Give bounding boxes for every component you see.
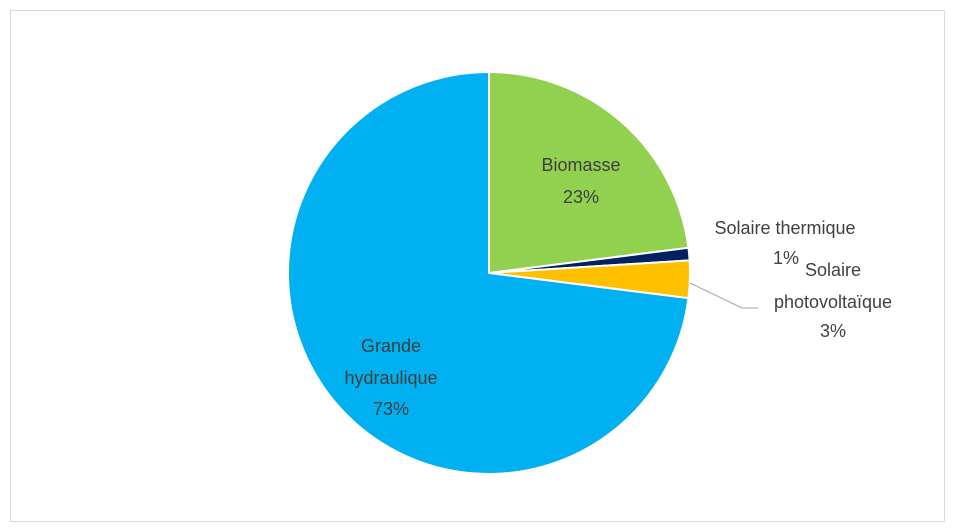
label-hydro-name-1: Grande [361, 336, 421, 356]
label-thermique-name: Solaire thermique [714, 218, 855, 238]
label-hydro-name-2: hydraulique [344, 368, 437, 388]
label-biomasse-pct: 23% [563, 187, 599, 207]
label-pv-name-2: photovoltaïque [774, 292, 892, 312]
pie-slices [287, 71, 691, 475]
pie-slice-grande-hydraulique [287, 71, 690, 475]
label-pv-name-1: Solaire [805, 260, 861, 280]
label-biomasse-name: Biomasse [541, 155, 620, 175]
label-pv-pct: 3% [820, 321, 846, 341]
pv-leader-line [689, 282, 758, 309]
label-hydro-pct: 73% [373, 399, 409, 419]
pie-slice-biomasse [488, 71, 690, 274]
label-thermique-pct: 1% [773, 248, 799, 268]
